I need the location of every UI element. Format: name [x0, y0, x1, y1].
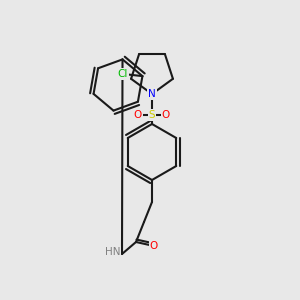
Text: S: S [149, 110, 155, 120]
Text: Cl: Cl [117, 69, 128, 79]
Text: O: O [162, 110, 170, 120]
Text: HN: HN [104, 247, 120, 257]
Text: N: N [148, 89, 156, 99]
Text: O: O [150, 241, 158, 251]
Text: O: O [134, 110, 142, 120]
